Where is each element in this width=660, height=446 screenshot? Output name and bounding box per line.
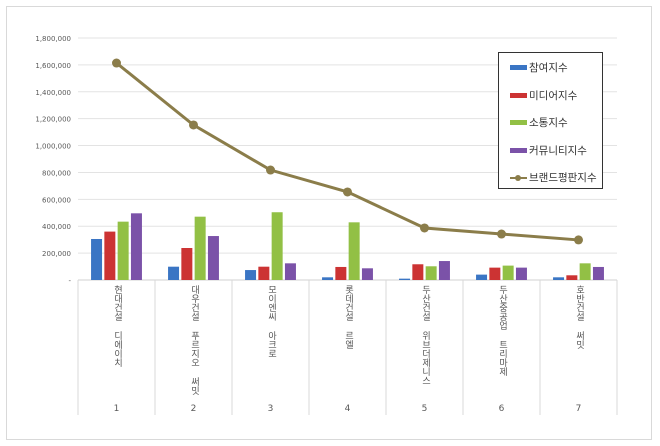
category-number: 7 <box>575 404 582 414</box>
legend-item: 브랜드평판지수 <box>510 170 597 185</box>
category-number: 6 <box>498 404 505 414</box>
bar-2-2 <box>181 248 193 280</box>
bar-1-5 <box>399 278 411 280</box>
legend-label: 브랜드평판지수 <box>529 172 597 184</box>
legend-label: 커뮤니티지수 <box>529 144 587 157</box>
y-tick-label: 600,000 <box>42 196 71 204</box>
y-tick-label: - <box>68 277 71 285</box>
legend-swatch-icon <box>510 147 527 153</box>
category-label: 롯데건설 르엘 <box>343 285 353 349</box>
legend-label: 미디어지수 <box>529 89 578 102</box>
legend-item: 참여지수 <box>510 60 568 75</box>
category-label: 모이엔씨 아크로 <box>266 285 276 358</box>
category-number: 1 <box>113 404 120 414</box>
bar-2-7 <box>566 275 578 280</box>
category-label: 두산중공업 트리마제 <box>497 285 507 376</box>
chart-frame <box>6 6 652 440</box>
bar-4-6 <box>515 267 527 280</box>
bar-4-5 <box>438 261 450 280</box>
legend-item: 미디어지수 <box>510 88 577 103</box>
category-label: 호반건설 써밋 <box>574 285 584 349</box>
y-tick-label: 1,000,000 <box>35 143 71 151</box>
y-tick-label: 200,000 <box>42 250 71 258</box>
legend-label: 소통지수 <box>529 117 568 129</box>
category-label: 대우건설 푸르지오 써밋 <box>189 285 199 395</box>
category-number: 2 <box>190 404 197 414</box>
bar-4-2 <box>207 236 219 280</box>
brand-index-point-5 <box>420 223 429 233</box>
bar-2-5 <box>412 264 424 280</box>
y-tick-label: 1,400,000 <box>35 89 71 97</box>
y-tick-label: 800,000 <box>42 169 71 177</box>
bar-2-6 <box>489 267 501 280</box>
bar-1-4 <box>322 277 334 280</box>
category-number: 3 <box>267 404 274 414</box>
legend-swatch-icon <box>510 120 527 125</box>
brand-index-point-4 <box>343 187 352 197</box>
bar-3-6 <box>502 265 514 280</box>
bar-3-3 <box>271 212 283 280</box>
brand-index-point-1 <box>112 58 121 68</box>
category-label: 두산건설 위브더제니스 <box>420 285 430 385</box>
bar-1-1 <box>91 238 103 280</box>
brand-index-point-6 <box>497 229 506 239</box>
bar-4-1 <box>130 213 142 280</box>
bar-4-7 <box>592 266 604 280</box>
brand-index-point-7 <box>574 235 583 245</box>
bar-2-4 <box>335 266 347 280</box>
bar-3-1 <box>117 221 129 280</box>
bar-1-2 <box>168 266 180 280</box>
brand-index-point-2 <box>189 120 198 130</box>
bar-1-7 <box>553 277 565 280</box>
legend-item: 소통지수 <box>510 115 568 130</box>
bar-4-4 <box>361 268 373 280</box>
y-tick-label: 1,600,000 <box>35 62 71 70</box>
bar-3-7 <box>579 263 591 280</box>
legend-swatch-icon <box>510 92 527 98</box>
brand-index-point-3 <box>266 165 275 175</box>
bar-4-3 <box>284 263 296 280</box>
bar-2-1 <box>104 231 116 280</box>
y-tick-label: 1,200,000 <box>35 116 71 124</box>
legend-label: 참여지수 <box>529 62 568 74</box>
legend-item: 커뮤니티지수 <box>510 143 587 158</box>
bar-3-2 <box>194 216 206 280</box>
category-number: 5 <box>421 404 428 414</box>
legend-line-marker-icon <box>510 172 527 184</box>
category-number: 4 <box>344 404 351 414</box>
category-label: 현대건설 디에이치 <box>112 285 122 367</box>
y-tick-label: 1,800,000 <box>35 35 71 43</box>
legend-swatch-icon <box>510 65 527 70</box>
bar-1-6 <box>476 274 488 280</box>
bar-1-3 <box>245 270 257 280</box>
bar-3-4 <box>348 222 360 280</box>
bar-3-5 <box>425 266 437 280</box>
bar-2-3 <box>258 266 270 280</box>
y-tick-label: 400,000 <box>42 223 71 231</box>
